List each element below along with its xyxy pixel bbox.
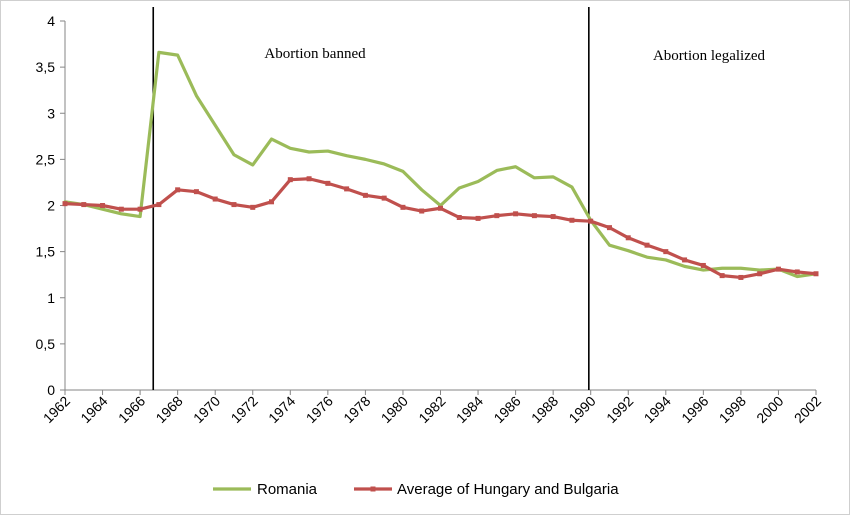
data-point xyxy=(231,202,237,208)
data-point xyxy=(156,202,162,208)
data-point xyxy=(212,196,218,202)
data-point xyxy=(531,213,537,219)
data-point xyxy=(513,211,519,217)
data-point xyxy=(569,217,575,223)
y-tick-label: 2,5 xyxy=(36,151,56,167)
x-tick-label: 1986 xyxy=(490,393,523,426)
data-point xyxy=(588,218,594,224)
event-lines-layer: Abortion banned Abortion legalized xyxy=(152,7,766,390)
legend-label: Romania xyxy=(257,481,318,498)
data-point xyxy=(644,242,650,248)
data-point xyxy=(700,262,706,268)
data-point xyxy=(400,204,406,210)
data-point xyxy=(719,273,725,279)
y-tick-label: 3,5 xyxy=(36,59,56,75)
x-tick-label: 1964 xyxy=(77,393,110,426)
data-point xyxy=(438,205,443,211)
y-tick-label: 0,5 xyxy=(36,336,56,352)
x-tick-label: 1994 xyxy=(641,393,674,426)
data-point xyxy=(550,214,556,220)
data-point xyxy=(775,266,781,272)
y-tick-label: 1,5 xyxy=(36,244,56,260)
data-point xyxy=(494,213,500,219)
x-tick-label: 2000 xyxy=(753,393,786,426)
x-tick-label: 1962 xyxy=(40,393,73,426)
series-line xyxy=(63,50,818,279)
data-point xyxy=(306,176,312,182)
y-tick-label: 0 xyxy=(47,382,55,398)
x-tick-label: 1978 xyxy=(340,393,373,426)
data-point xyxy=(325,180,331,186)
data-point xyxy=(362,192,368,198)
data-point xyxy=(137,206,143,212)
x-tick-label: 1982 xyxy=(415,393,448,426)
x-tick-label: 2002 xyxy=(791,393,824,426)
data-point xyxy=(663,249,669,255)
x-tick-label: 1992 xyxy=(603,393,636,426)
data-point xyxy=(250,204,256,210)
data-point xyxy=(287,177,293,183)
data-point xyxy=(81,202,87,208)
x-tick-label: 1966 xyxy=(115,393,148,426)
y-tick-label: 4 xyxy=(47,13,55,29)
x-tick-label: 1998 xyxy=(716,393,749,426)
y-tick-label: 2 xyxy=(47,198,55,214)
legend-label: Average of Hungary and Bulgaria xyxy=(397,481,619,498)
data-point xyxy=(625,235,631,241)
data-point xyxy=(193,189,199,195)
data-point xyxy=(175,187,181,193)
x-tick-label: 1970 xyxy=(190,393,223,426)
data-point xyxy=(606,225,612,231)
data-point xyxy=(381,195,387,201)
data-point xyxy=(757,271,763,277)
x-tick-label: 1980 xyxy=(378,393,411,426)
event-annotation: Abortion banned xyxy=(264,46,366,62)
x-tick-label: 1984 xyxy=(453,393,486,426)
data-point xyxy=(682,257,688,263)
x-tick-label: 1996 xyxy=(678,393,711,426)
data-point xyxy=(813,271,819,277)
data-point xyxy=(475,215,481,221)
series-layer xyxy=(62,50,819,280)
legend-marker xyxy=(370,486,376,492)
y-tick-label: 1 xyxy=(47,290,55,306)
data-point xyxy=(419,208,425,214)
data-point xyxy=(344,186,350,192)
x-tick-label: 1968 xyxy=(152,393,185,426)
x-tick-label: 1988 xyxy=(528,393,561,426)
data-point xyxy=(456,214,462,220)
data-point xyxy=(118,206,124,212)
data-point xyxy=(269,199,275,205)
data-point xyxy=(62,201,68,207)
x-tick-label: 1976 xyxy=(303,393,336,426)
legend: Romania Average of Hungary and Bulgaria xyxy=(213,481,619,498)
data-point xyxy=(100,203,106,208)
event-annotation: Abortion legalized xyxy=(653,48,766,64)
x-tick-label: 1990 xyxy=(565,393,598,426)
series-line xyxy=(63,177,818,280)
y-tick-label: 3 xyxy=(47,105,55,121)
x-tick-label: 1972 xyxy=(228,393,261,426)
data-point xyxy=(794,269,800,275)
x-tick-label: 1974 xyxy=(265,393,298,426)
data-point xyxy=(738,274,744,280)
